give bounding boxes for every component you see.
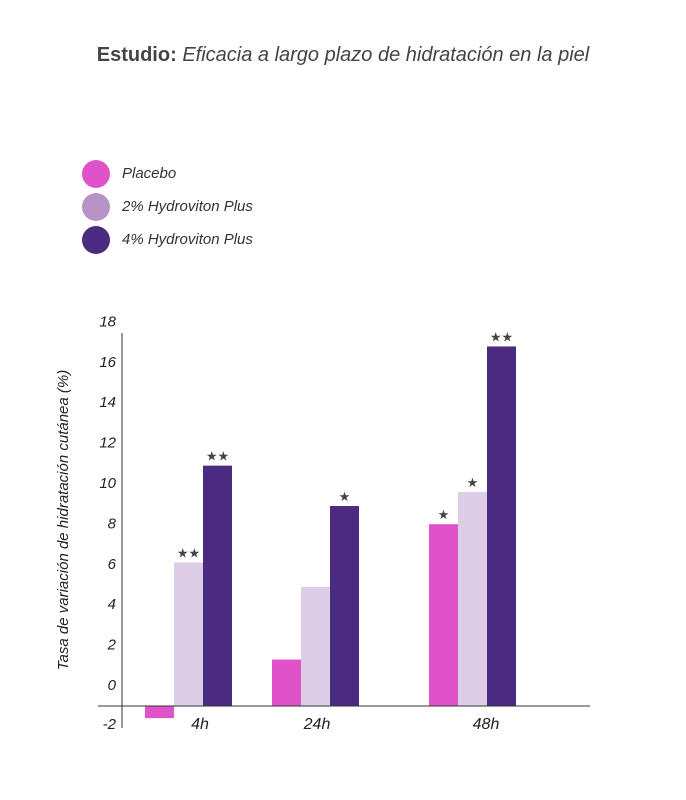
significance-mark: ★	[467, 476, 479, 491]
bars-group	[145, 346, 516, 719]
y-tick-label: 10	[99, 475, 116, 492]
significance-mark: ★★	[490, 330, 513, 345]
chart-title-lead: Estudio:	[96, 44, 177, 66]
y-tick-label: 12	[99, 435, 116, 452]
significance-mark: ★★	[177, 547, 200, 562]
bar	[272, 659, 301, 706]
bar	[145, 706, 174, 719]
legend-item-2pct: 2% Hydroviton Plus	[82, 190, 253, 223]
chart-title-rest: Eficacia a largo plazo de hidratación en…	[182, 44, 590, 66]
bar	[458, 491, 487, 706]
legend-swatch-placebo	[82, 159, 110, 188]
y-tick-label: 6	[108, 556, 117, 573]
significance-mark: ★	[339, 490, 351, 505]
legend-swatch-4pct	[82, 225, 110, 254]
x-category-label: 4h	[191, 716, 209, 733]
significance-marks-group: ★★★★★★★★★	[177, 330, 513, 561]
y-tick-label: 0	[108, 677, 117, 694]
legend-swatch-2pct	[82, 192, 110, 221]
y-tick-label: -2	[103, 716, 117, 733]
legend-label-placebo: Placebo	[122, 165, 177, 182]
bar	[330, 506, 359, 706]
bar	[301, 586, 330, 706]
chart-title: Estudio: Eficacia a largo plazo de hidra…	[0, 44, 686, 67]
y-tick-label: 16	[99, 354, 116, 371]
legend-label-4pct: 4% Hydroviton Plus	[122, 231, 253, 248]
y-tick-label: 18	[99, 313, 116, 330]
bar	[487, 346, 516, 706]
significance-mark: ★	[438, 508, 450, 523]
bar	[429, 524, 458, 706]
y-tick-label: 2	[107, 637, 117, 654]
legend-item-placebo: Placebo	[82, 157, 253, 190]
x-category-label: 48h	[473, 716, 500, 733]
legend-item-4pct: 4% Hydroviton Plus	[82, 223, 253, 256]
x-category-label: 24h	[303, 716, 331, 733]
significance-mark: ★★	[206, 450, 229, 465]
bar	[174, 562, 203, 706]
legend-label-2pct: 2% Hydroviton Plus	[122, 198, 253, 215]
y-tick-labels: -2 0 2 4 6 8 10 12 14 16 18	[99, 313, 116, 733]
y-axis-label: Tasa de variación de hidratación cutánea…	[55, 370, 72, 670]
chart-legend: Placebo 2% Hydroviton Plus 4% Hydroviton…	[82, 157, 253, 256]
y-tick-label: 14	[99, 394, 116, 411]
y-tick-label: 8	[108, 515, 117, 532]
x-category-labels: 4h 24h 48h	[191, 716, 499, 733]
y-tick-label: 4	[108, 596, 116, 613]
bar	[203, 465, 232, 706]
